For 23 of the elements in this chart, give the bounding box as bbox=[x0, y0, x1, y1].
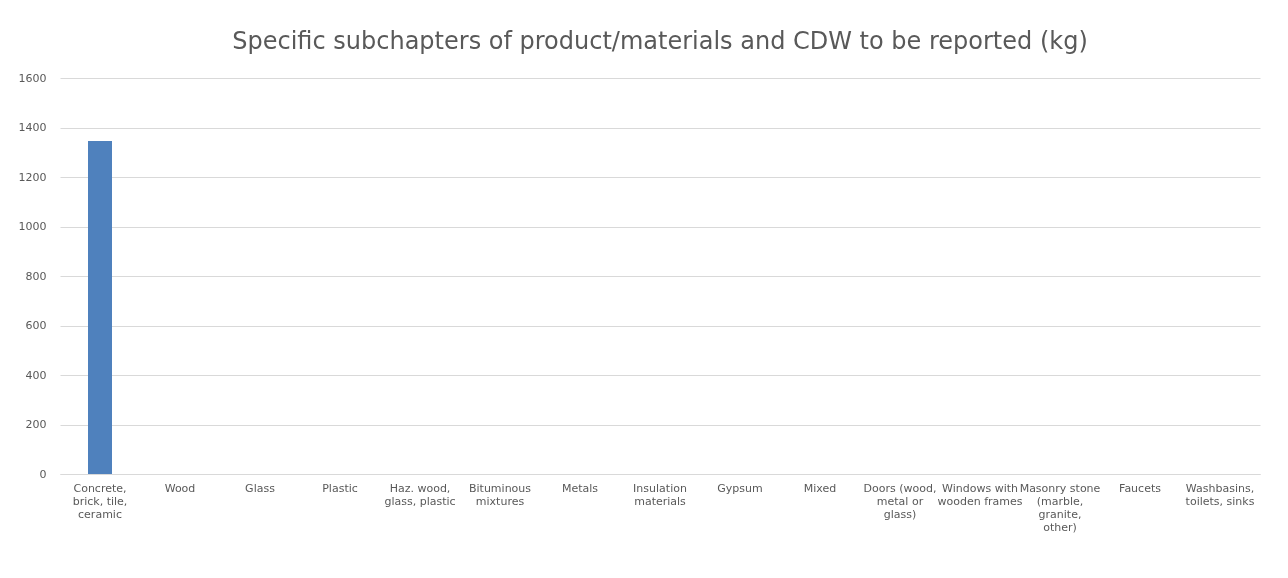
x-tick-label: Wood bbox=[164, 481, 196, 495]
x-tick-label: Haz. wood, glass, plastic bbox=[384, 481, 456, 508]
chart-title: Specific subchapters of product/materials and CDW to be reported (kg) bbox=[232, 27, 1088, 55]
x-tick-label: Mixed bbox=[803, 481, 837, 495]
y-tick-label: 1200 bbox=[18, 170, 47, 184]
x-tick-label: Metals bbox=[561, 481, 599, 495]
y-tick-label: 1400 bbox=[18, 121, 47, 134]
x-tick-label: Doors (wood, metal or glass) bbox=[863, 481, 937, 521]
y-tick-label: 600 bbox=[25, 319, 47, 332]
x-tick-label: Glass bbox=[245, 481, 276, 495]
y-tick-label: 1000 bbox=[18, 220, 47, 233]
x-tick-label: Gypsum bbox=[717, 481, 763, 495]
x-tick-label: Faucets bbox=[1119, 481, 1162, 495]
y-tick-label: 200 bbox=[25, 418, 47, 431]
x-tick-label: Concrete, brick, tile, ceramic bbox=[72, 481, 128, 521]
y-tick-label: 800 bbox=[25, 269, 47, 283]
x-tick-label: Bituminous mixtures bbox=[468, 481, 532, 508]
y-tick-label: 0 bbox=[39, 467, 47, 481]
x-tick-label: Washbasins, toilets, sinks bbox=[1185, 481, 1255, 508]
x-tick-label: Insulation materials bbox=[633, 481, 687, 508]
x-tick-label: Plastic bbox=[322, 481, 358, 495]
y-tick-label: 400 bbox=[25, 368, 47, 382]
y-tick-label: 1600 bbox=[18, 71, 47, 85]
